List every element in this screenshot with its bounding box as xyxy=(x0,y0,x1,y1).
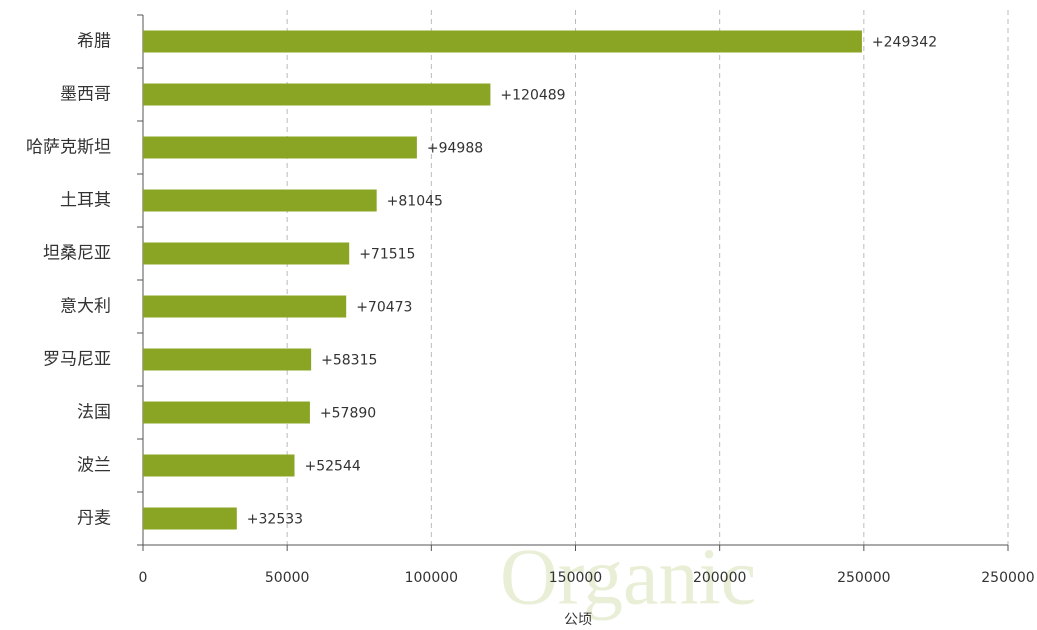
x-axis-label: 公顷 xyxy=(564,612,592,628)
bar xyxy=(143,242,350,265)
value-label: +57890 xyxy=(320,406,376,422)
value-label: +58315 xyxy=(321,353,377,369)
value-label: +70473 xyxy=(356,300,412,316)
bar xyxy=(143,295,347,318)
x-tick-label: 50000 xyxy=(265,570,310,586)
y-tick-label: 意大利 xyxy=(60,297,111,317)
value-label: +94988 xyxy=(427,141,483,157)
bar xyxy=(143,507,237,530)
y-tick-label: 希腊 xyxy=(77,32,111,52)
y-tick-label: 波兰 xyxy=(77,456,111,476)
value-label: +52544 xyxy=(305,459,361,475)
x-tick-label: 250000 xyxy=(981,570,1034,586)
y-tick-label: 罗马尼亚 xyxy=(43,350,111,370)
watermark: Organic xyxy=(500,533,756,621)
y-tick-label: 哈萨克斯坦 xyxy=(26,138,111,158)
y-tick-label: 土耳其 xyxy=(60,191,111,211)
y-tick-label: 法国 xyxy=(77,403,111,423)
bar xyxy=(143,348,312,371)
y-tick-label: 丹麦 xyxy=(77,509,111,529)
bar xyxy=(143,83,491,106)
value-label: +249342 xyxy=(872,35,937,51)
value-label: +81045 xyxy=(387,194,443,210)
y-tick-label: 坦桑尼亚 xyxy=(43,244,111,264)
x-tick-label: 200000 xyxy=(693,570,746,586)
bar xyxy=(143,30,862,53)
bar xyxy=(143,189,377,212)
x-tick-label: 100000 xyxy=(405,570,458,586)
value-label: +32533 xyxy=(247,512,303,528)
bar xyxy=(143,136,417,159)
value-label: +120489 xyxy=(500,88,565,104)
y-tick-label: 墨西哥 xyxy=(60,85,111,105)
value-label: +71515 xyxy=(359,247,415,263)
x-tick-label: 150000 xyxy=(549,570,602,586)
x-tick-label: 0 xyxy=(139,570,148,586)
x-tick-label: 250000 xyxy=(837,570,890,586)
bar xyxy=(143,401,310,424)
bar xyxy=(143,454,295,477)
